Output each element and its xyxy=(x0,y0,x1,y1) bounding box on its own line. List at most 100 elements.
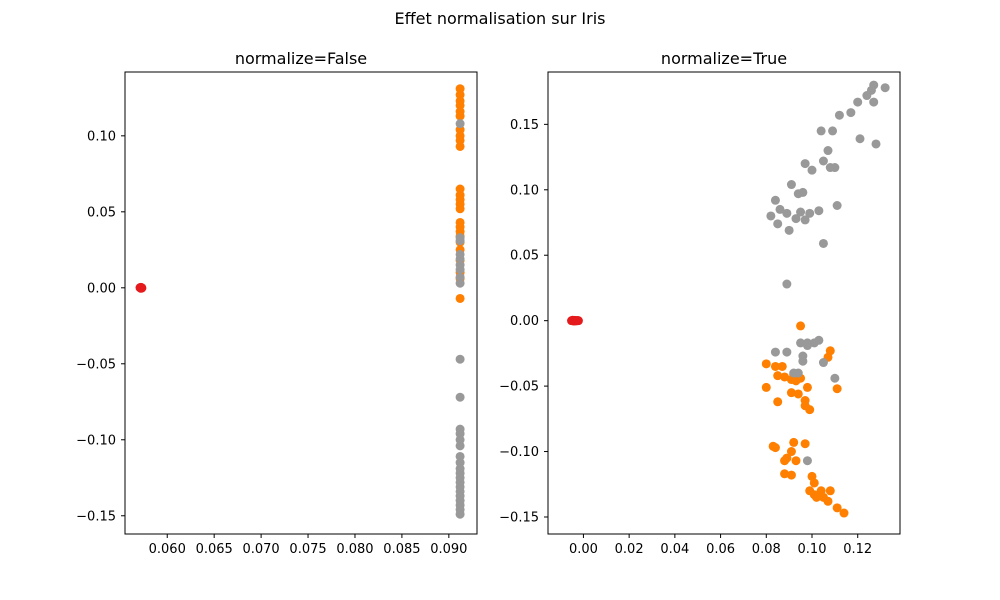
y-tick-label: 0.15 xyxy=(510,118,539,133)
x-tick-label: 0.10 xyxy=(798,542,827,557)
scatter-point xyxy=(818,156,828,166)
scatter-point xyxy=(136,283,146,293)
scatter-point xyxy=(455,392,465,402)
y-tick-label: −0.15 xyxy=(499,510,539,525)
scatter-point xyxy=(782,208,792,218)
x-tick-label: 0.06 xyxy=(706,542,735,557)
scatter-point xyxy=(830,163,840,173)
scatter-point xyxy=(773,397,783,407)
scatter-point xyxy=(770,347,780,357)
scatter-point xyxy=(786,388,796,398)
y-tick-label: 0.05 xyxy=(87,205,116,220)
scatter-point xyxy=(855,134,865,144)
scatter-point xyxy=(786,447,796,457)
x-tick-label: 0.00 xyxy=(569,542,598,557)
scatter-point xyxy=(880,83,890,93)
scatter-point xyxy=(823,146,833,156)
subplot-title: normalize=True xyxy=(661,49,787,68)
subplot-title: normalize=False xyxy=(235,49,367,68)
y-tick-label: −0.05 xyxy=(499,380,539,395)
scatter-point xyxy=(780,456,790,466)
scatter-point xyxy=(805,405,815,415)
scatter-point xyxy=(761,382,771,392)
scatter-point xyxy=(791,456,801,466)
scatter-point xyxy=(828,126,838,136)
x-tick-label: 0.12 xyxy=(843,542,872,557)
scatter-point xyxy=(775,204,785,214)
scatter-point xyxy=(793,368,803,378)
scatter-point xyxy=(832,503,842,513)
scatter-point xyxy=(800,159,810,169)
scatter-point xyxy=(832,384,842,394)
scatter-point xyxy=(793,389,803,399)
scatter-point xyxy=(786,470,796,480)
scatter-point xyxy=(455,204,465,214)
x-tick-label: 0.075 xyxy=(289,542,326,557)
y-tick-label: −0.10 xyxy=(499,445,539,460)
scatter-point xyxy=(802,341,812,351)
scatter-point xyxy=(455,265,465,275)
scatter-point xyxy=(768,441,778,451)
scatter-point xyxy=(782,279,792,289)
scatter-point xyxy=(825,486,835,496)
scatter-point xyxy=(780,469,790,479)
scatter-point xyxy=(823,496,833,506)
scatter-point xyxy=(455,509,465,519)
x-tick-label: 0.060 xyxy=(149,542,186,557)
scatter-point xyxy=(834,110,844,120)
scatter-point xyxy=(791,214,801,224)
y-tick-label: 0.10 xyxy=(87,129,116,144)
scatter-point xyxy=(807,165,817,175)
scatter-point xyxy=(818,358,828,368)
scatter-point xyxy=(800,215,810,225)
scatter-point xyxy=(853,97,863,107)
scatter-point xyxy=(798,187,808,197)
figure-title: Effet normalisation sur Iris xyxy=(394,9,606,28)
scatter-point xyxy=(573,316,583,326)
scatter-point xyxy=(871,139,881,149)
subplot-2: 0.00 0.02 0.04 0.06 0.08 0.10 0.12 −0.15 −0.10 −0… xyxy=(499,49,901,557)
x-tick-label: 0.070 xyxy=(242,542,279,557)
scatter-point xyxy=(814,206,824,216)
scatter-point xyxy=(455,141,465,151)
scatter-point xyxy=(812,492,822,502)
scatter-point xyxy=(770,195,780,205)
x-tick-label: 0.08 xyxy=(752,542,781,557)
y-tick-label: 0.00 xyxy=(510,314,539,329)
scatter-point xyxy=(773,219,783,229)
axes-frame xyxy=(124,71,478,535)
x-tick-label: 0.065 xyxy=(196,542,233,557)
scatter-point xyxy=(773,371,783,381)
y-tick-label: 0.00 xyxy=(87,281,116,296)
y-tick-label: 0.05 xyxy=(510,249,539,264)
subplot-1: 0.060 0.065 0.070 0.075 0.080 0.085 0.090 −0.15… xyxy=(76,49,478,557)
scatter-point xyxy=(789,437,799,447)
scatter-point xyxy=(809,338,819,348)
x-tick-label: 0.02 xyxy=(615,542,644,557)
scatter-point xyxy=(809,478,819,488)
y-tick-label: −0.10 xyxy=(76,433,116,448)
axes-frame xyxy=(547,71,901,535)
scatter-point xyxy=(455,111,465,121)
scatter-point xyxy=(846,108,856,118)
scatter-point xyxy=(766,211,776,221)
scatter-point xyxy=(770,361,780,371)
scatter-point xyxy=(839,508,849,518)
scatter-point xyxy=(455,354,465,364)
x-tick-label: 0.04 xyxy=(660,542,689,557)
scatter-point xyxy=(796,338,806,348)
scatter-point xyxy=(455,293,465,303)
y-tick-label: 0.10 xyxy=(510,183,539,198)
scatter-point xyxy=(818,238,828,248)
scatter-point xyxy=(802,456,812,466)
x-tick-label: 0.080 xyxy=(336,542,373,557)
scatter-point xyxy=(798,356,808,366)
scatter-point xyxy=(455,441,465,451)
scatter-point xyxy=(796,321,806,331)
x-tick-label: 0.090 xyxy=(430,542,467,557)
scatter-point xyxy=(796,207,806,217)
scatter-point xyxy=(455,278,465,288)
scatter-point xyxy=(830,373,840,383)
